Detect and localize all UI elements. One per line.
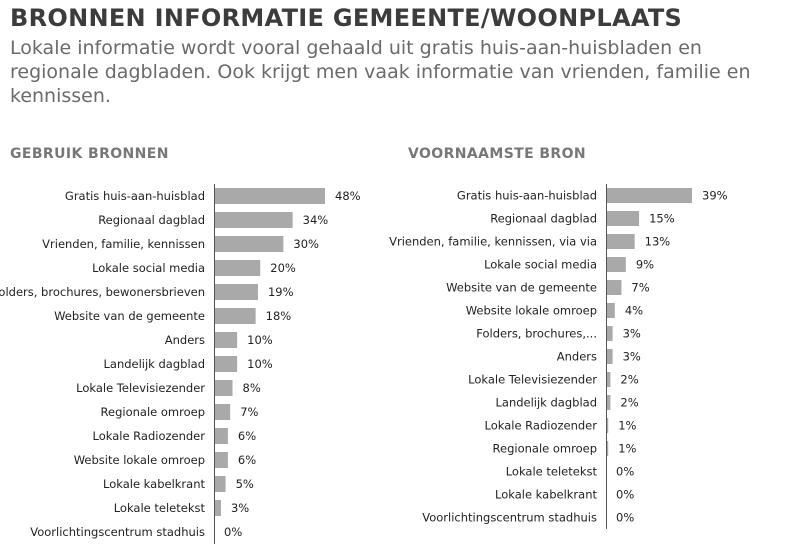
value-label-regionale-omroep: 1% bbox=[618, 442, 636, 456]
category-label-lokale-radiozender: Lokale Radiozender bbox=[93, 429, 206, 443]
bar-vrienden-familie-kennissen bbox=[214, 236, 284, 252]
bar-landelijk-dagblad bbox=[214, 356, 238, 372]
page-title: BRONNEN INFORMATIE GEMEENTE/WOONPLAATS bbox=[10, 4, 683, 32]
category-label-landelijk-dagblad: Landelijk dagblad bbox=[495, 396, 597, 410]
bar-lokale-social-media bbox=[606, 257, 626, 272]
bar-lokale-radiozender bbox=[606, 418, 609, 433]
value-label-website-lokale-omroep: 4% bbox=[625, 304, 643, 318]
value-label-folders-brochures-bewonersbrieven: 19% bbox=[268, 285, 294, 299]
bar-regionale-omroep bbox=[606, 441, 609, 456]
bar-lokale-kabelkrant bbox=[214, 476, 226, 492]
bar-folders-brochures bbox=[606, 326, 613, 341]
category-label-website-lokale-omroep: Website lokale omroep bbox=[74, 453, 205, 467]
bar-gratis-huis-aan-huisblad bbox=[606, 188, 692, 203]
category-label-lokale-televisiezender: Lokale Televisiezender bbox=[468, 373, 597, 387]
category-label-lokale-teletekst: Lokale teletekst bbox=[114, 501, 206, 515]
category-label-gratis-huis-aan-huisblad: Gratis huis-aan-huisblad bbox=[65, 189, 205, 203]
value-label-landelijk-dagblad: 2% bbox=[620, 396, 638, 410]
category-label-website-lokale-omroep: Website lokale omroep bbox=[466, 304, 597, 318]
value-label-anders: 3% bbox=[623, 350, 641, 364]
category-label-vrienden-familie-kennissen-via-via: Vrienden, familie, kennissen, via via bbox=[389, 235, 597, 249]
bar-folders-brochures-bewonersbrieven bbox=[214, 284, 258, 300]
bar-chart-voornaamste-bron: Gratis huis-aan-huisblad 39% Regionaal dag… bbox=[389, 184, 728, 529]
bar-lokale-teletekst bbox=[214, 500, 221, 516]
value-label-voorlichtingscentrum-stadhuis: 0% bbox=[224, 525, 242, 539]
page-subtitle: Lokale informatie wordt vooral gehaald u… bbox=[10, 37, 751, 107]
bar-vrienden-familie-kennissen-via-via bbox=[606, 234, 635, 249]
bar-website-lokale-omroep bbox=[214, 452, 228, 468]
category-label-vrienden-familie-kennissen: Vrienden, familie, kennissen bbox=[42, 237, 205, 251]
value-label-lokale-radiozender: 6% bbox=[238, 429, 256, 443]
value-label-website-van-de-gemeente: 18% bbox=[266, 309, 292, 323]
category-label-gratis-huis-aan-huisblad: Gratis huis-aan-huisblad bbox=[457, 189, 597, 203]
bar-regionale-omroep bbox=[214, 404, 231, 420]
value-label-lokale-kabelkrant: 0% bbox=[616, 488, 634, 502]
bar-regionaal-dagblad bbox=[606, 211, 640, 226]
category-label-regionale-omroep: Regionale omroep bbox=[493, 442, 597, 456]
category-label-anders: Anders bbox=[165, 333, 205, 347]
category-label-folders-brochures-bewonersbrieven: Folders, brochures, bewonersbrieven bbox=[0, 285, 205, 299]
bar-website-van-de-gemeente bbox=[606, 280, 622, 295]
bar-lokale-televisiezender bbox=[606, 372, 611, 387]
bar-regionaal-dagblad bbox=[214, 212, 293, 228]
value-label-lokale-televisiezender: 8% bbox=[243, 381, 261, 395]
category-label-lokale-kabelkrant: Lokale kabelkrant bbox=[495, 488, 597, 502]
value-label-regionaal-dagblad: 15% bbox=[649, 212, 675, 226]
value-label-anders: 10% bbox=[247, 333, 273, 347]
bar-lokale-social-media bbox=[214, 260, 261, 276]
category-label-website-van-de-gemeente: Website van de gemeente bbox=[54, 309, 205, 323]
value-label-lokale-teletekst: 3% bbox=[231, 501, 249, 515]
value-label-lokale-televisiezender: 2% bbox=[620, 373, 638, 387]
category-label-lokale-televisiezender: Lokale Televisiezender bbox=[76, 381, 205, 395]
value-label-lokale-kabelkrant: 5% bbox=[236, 477, 254, 491]
chart-title-gebruik-bronnen: GEBRUIK BRONNEN bbox=[10, 146, 169, 162]
bar-website-lokale-omroep bbox=[606, 303, 615, 318]
value-label-vrienden-familie-kennissen: 30% bbox=[293, 237, 319, 251]
category-label-regionale-omroep: Regionale omroep bbox=[101, 405, 205, 419]
value-label-vrienden-familie-kennissen-via-via: 13% bbox=[645, 235, 671, 249]
value-label-folders-brochures: 3% bbox=[623, 327, 641, 341]
value-label-gratis-huis-aan-huisblad: 39% bbox=[702, 189, 728, 203]
category-label-lokale-teletekst: Lokale teletekst bbox=[506, 465, 598, 479]
value-label-gratis-huis-aan-huisblad: 48% bbox=[335, 189, 361, 203]
category-label-lokale-social-media: Lokale social media bbox=[484, 258, 597, 272]
category-label-lokale-social-media: Lokale social media bbox=[92, 261, 205, 275]
category-label-lokale-radiozender: Lokale Radiozender bbox=[485, 419, 598, 433]
value-label-regionale-omroep: 7% bbox=[240, 405, 258, 419]
category-label-voorlichtingscentrum-stadhuis: Voorlichtingscentrum stadhuis bbox=[30, 525, 205, 539]
value-label-lokale-social-media: 9% bbox=[636, 258, 654, 272]
category-label-website-van-de-gemeente: Website van de gemeente bbox=[446, 281, 597, 295]
chart-title-voornaamste-bron: VOORNAAMSTE BRON bbox=[408, 146, 587, 162]
category-label-regionaal-dagblad: Regionaal dagblad bbox=[98, 213, 205, 227]
category-label-landelijk-dagblad: Landelijk dagblad bbox=[103, 357, 205, 371]
bar-website-van-de-gemeente bbox=[214, 308, 256, 324]
value-label-lokale-radiozender: 1% bbox=[618, 419, 636, 433]
category-label-lokale-kabelkrant: Lokale kabelkrant bbox=[103, 477, 205, 491]
category-label-folders-brochures: Folders, brochures,... bbox=[476, 327, 597, 341]
bar-gratis-huis-aan-huisblad bbox=[214, 188, 325, 204]
value-label-landelijk-dagblad: 10% bbox=[247, 357, 273, 371]
value-label-voorlichtingscentrum-stadhuis: 0% bbox=[616, 511, 634, 525]
bar-anders bbox=[214, 332, 238, 348]
bar-landelijk-dagblad bbox=[606, 395, 611, 410]
category-label-voorlichtingscentrum-stadhuis: Voorlichtingscentrum stadhuis bbox=[422, 511, 597, 525]
bar-chart-gebruik-bronnen: Gratis huis-aan-huisblad 48% Regionaal dag… bbox=[0, 184, 361, 544]
value-label-website-van-de-gemeente: 7% bbox=[631, 281, 649, 295]
bar-lokale-televisiezender bbox=[214, 380, 233, 396]
value-label-regionaal-dagblad: 34% bbox=[303, 213, 329, 227]
value-label-lokale-social-media: 20% bbox=[270, 261, 296, 275]
bar-anders bbox=[606, 349, 613, 364]
value-label-website-lokale-omroep: 6% bbox=[238, 453, 256, 467]
category-label-regionaal-dagblad: Regionaal dagblad bbox=[490, 212, 597, 226]
category-label-anders: Anders bbox=[557, 350, 597, 364]
value-label-lokale-teletekst: 0% bbox=[616, 465, 634, 479]
bar-lokale-radiozender bbox=[214, 428, 228, 444]
